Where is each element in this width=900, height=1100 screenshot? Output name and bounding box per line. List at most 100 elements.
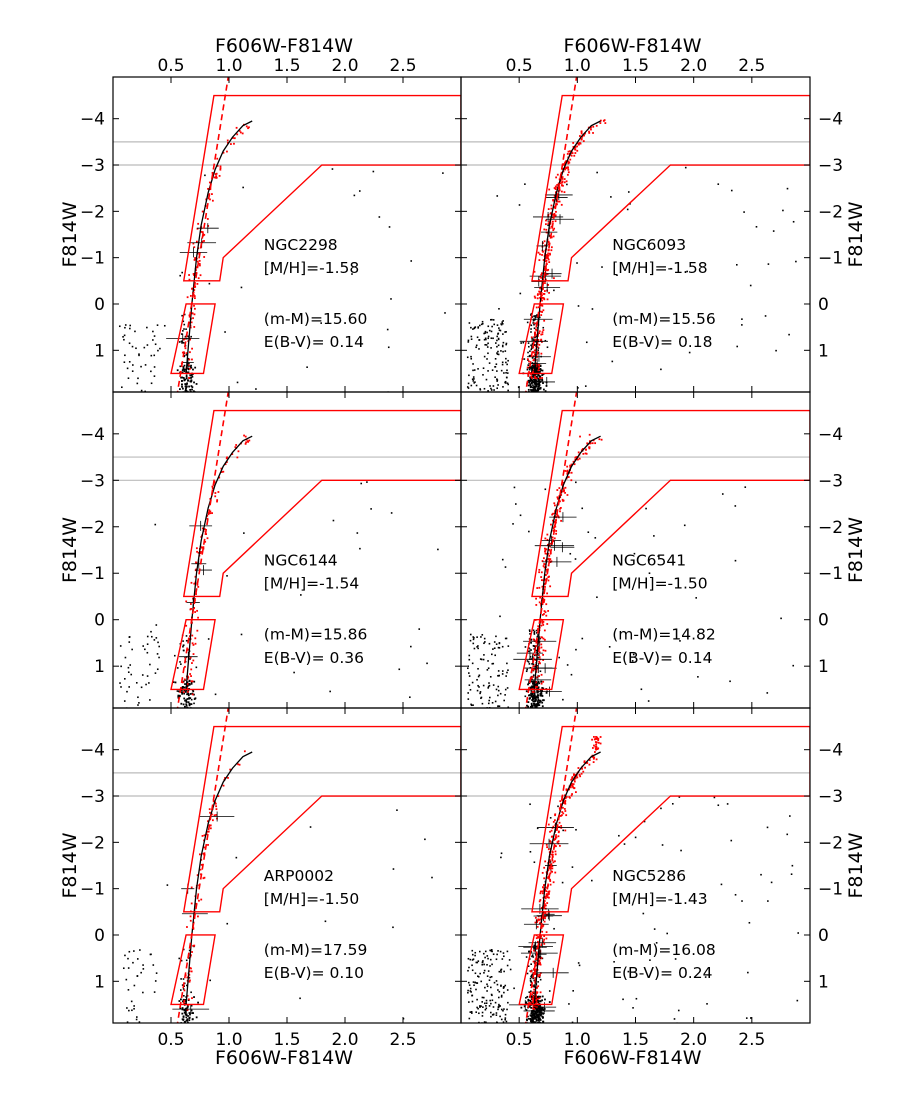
- rgb-star: [559, 800, 562, 803]
- rgb-star: [216, 157, 219, 160]
- field-star: [487, 970, 490, 972]
- field-star: [730, 189, 733, 192]
- rgb-star: [570, 463, 573, 466]
- field-star: [176, 690, 179, 692]
- field-star: [500, 996, 503, 998]
- turnoff-star: [185, 375, 188, 378]
- field-star: [490, 330, 493, 333]
- field-star: [119, 682, 121, 684]
- turnoff-star: [535, 1004, 538, 1007]
- field-star: [497, 996, 500, 999]
- rgb-star: [539, 291, 541, 293]
- turnoff-star: [530, 702, 533, 705]
- turnoff-star: [527, 393, 529, 395]
- field-star: [483, 338, 486, 341]
- field-star: [513, 486, 516, 489]
- rgb-star: [550, 236, 553, 239]
- x-tick-label-top: 1.5: [273, 56, 300, 76]
- y-tick-label: −4: [818, 425, 843, 445]
- field-star: [470, 991, 472, 993]
- rgb-star: [580, 132, 583, 135]
- field-star: [500, 968, 503, 971]
- turnoff-star: [527, 710, 529, 712]
- rgb-star: [536, 297, 539, 300]
- field-star: [530, 638, 533, 641]
- turnoff-star: [185, 703, 188, 706]
- rgb-star: [542, 637, 545, 640]
- field-star: [536, 635, 539, 638]
- rgb-star: [563, 490, 565, 492]
- field-star: [796, 999, 799, 1002]
- rgb-star: [558, 830, 560, 833]
- rgb-star: [535, 377, 538, 380]
- rgb-star: [194, 642, 197, 645]
- rgb-star: [538, 571, 541, 574]
- rgb-star: [214, 492, 217, 494]
- turnoff-star: [527, 364, 530, 367]
- field-star: [734, 559, 737, 562]
- turnoff-star: [539, 712, 541, 714]
- field-star: [506, 376, 508, 379]
- rgb-star: [583, 760, 586, 763]
- rgb-star: [562, 499, 564, 502]
- field-star: [485, 1002, 488, 1005]
- rgb-star: [536, 352, 539, 355]
- rgb-star: [536, 947, 539, 950]
- field-star: [156, 324, 159, 326]
- rgb-star: [538, 974, 541, 977]
- field-star: [467, 339, 470, 342]
- field-star: [729, 680, 731, 683]
- field-star: [472, 376, 475, 378]
- rgb-star: [570, 471, 573, 474]
- rgb-star: [189, 338, 192, 341]
- field-star: [544, 488, 547, 491]
- turnoff-star: [538, 384, 541, 386]
- rgb-star: [535, 597, 537, 600]
- turnoff-star: [534, 1011, 537, 1014]
- field-star: [575, 828, 577, 831]
- rgb-star: [537, 962, 540, 965]
- rgb-star: [239, 131, 242, 134]
- field-star: [124, 954, 126, 957]
- field-star: [188, 976, 191, 979]
- field-star: [129, 664, 132, 666]
- rgb-star: [541, 311, 544, 313]
- field-star: [529, 386, 532, 389]
- rgb-star: [541, 621, 544, 624]
- turnoff-star: [527, 393, 529, 395]
- field-star: [472, 363, 474, 365]
- field-star: [142, 964, 144, 966]
- field-star: [569, 552, 572, 555]
- turnoff-star: [539, 368, 542, 371]
- turnoff-star: [536, 712, 538, 714]
- field-star: [492, 385, 495, 387]
- field-star: [149, 663, 151, 666]
- field-star: [188, 957, 190, 959]
- field-star: [530, 328, 532, 330]
- rgb-star: [575, 775, 578, 778]
- rgb-star: [531, 675, 534, 678]
- field-star: [530, 990, 532, 993]
- field-star: [547, 224, 549, 227]
- field-star: [533, 323, 535, 326]
- rgb-star: [212, 800, 215, 803]
- turnoff-star: [531, 367, 533, 370]
- field-star: [396, 809, 398, 811]
- field-star: [562, 698, 564, 701]
- rgb-star: [539, 296, 541, 299]
- turnoff-star: [538, 382, 541, 385]
- turnoff-star: [531, 395, 533, 397]
- field-star: [209, 979, 212, 982]
- field-star: [482, 374, 484, 376]
- rgb-star: [566, 494, 569, 496]
- rgb-star: [213, 484, 216, 487]
- rgb-star: [564, 802, 567, 805]
- field-star: [470, 326, 472, 329]
- rgb-star: [562, 487, 565, 490]
- field-star: [504, 566, 507, 568]
- rgb-star: [580, 130, 583, 133]
- field-star: [470, 1010, 473, 1013]
- field-star: [176, 667, 179, 669]
- field-star: [496, 380, 498, 382]
- field-star: [329, 690, 331, 693]
